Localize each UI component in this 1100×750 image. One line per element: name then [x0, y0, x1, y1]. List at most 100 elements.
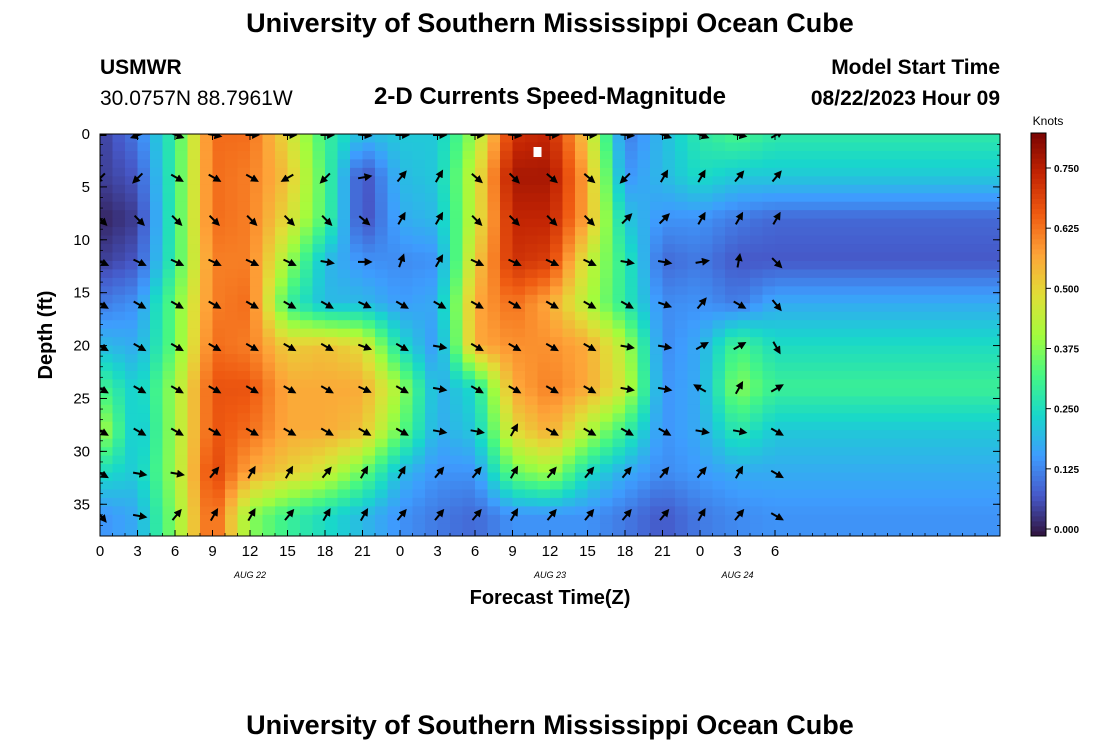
heatmap-cell — [562, 311, 576, 321]
heatmap-cell — [925, 370, 939, 381]
heatmap-cell — [425, 142, 439, 152]
heatmap-cell — [975, 269, 989, 279]
heatmap-cell — [737, 354, 751, 364]
heatmap-cell — [400, 464, 414, 474]
heatmap-cell — [887, 227, 901, 237]
heatmap-cell — [175, 277, 189, 287]
heatmap-cell — [537, 489, 551, 499]
heatmap-cell — [625, 362, 639, 372]
heatmap-cell — [612, 328, 626, 338]
heatmap-cell — [187, 150, 201, 160]
heatmap-cell — [212, 396, 226, 406]
heatmap-cell — [425, 328, 439, 338]
heatmap-cell — [162, 438, 176, 448]
heatmap-cell — [575, 184, 589, 194]
heatmap-cell — [850, 235, 864, 245]
heatmap-cell — [162, 286, 176, 296]
heatmap-cell — [987, 277, 1000, 287]
heatmap-cell — [587, 167, 601, 177]
heatmap-cell — [925, 379, 939, 389]
heatmap-cell — [875, 218, 889, 228]
heatmap-cell — [687, 303, 701, 313]
heatmap-cell — [262, 294, 276, 304]
colorbar-swatch — [1031, 430, 1046, 436]
heatmap-cell — [200, 311, 214, 321]
heatmap-cell — [937, 472, 951, 482]
heatmap-cell — [550, 193, 564, 203]
heatmap-cell — [375, 227, 389, 237]
heatmap-cell — [937, 150, 951, 160]
heatmap-cell — [687, 210, 701, 220]
heatmap-cell — [900, 277, 914, 287]
heatmap-cell — [587, 523, 601, 533]
heatmap-cell — [175, 379, 189, 389]
heatmap-cell — [787, 218, 801, 228]
heatmap-cell — [675, 531, 689, 536]
heatmap-cell — [112, 531, 126, 536]
heatmap-cell — [100, 337, 114, 347]
heatmap-cell — [762, 387, 776, 397]
heatmap-cell — [712, 531, 726, 536]
colorbar-swatch — [1031, 510, 1046, 517]
heatmap-cell — [312, 311, 326, 321]
heatmap-cell — [350, 379, 364, 389]
heatmap-cell — [337, 438, 351, 448]
heatmap-cell — [387, 362, 401, 372]
heatmap-cell — [937, 489, 951, 499]
heatmap-cell — [925, 210, 939, 220]
heatmap-cell — [300, 489, 314, 499]
heatmap-cell — [350, 201, 364, 211]
colorbar-swatch — [1031, 445, 1046, 451]
x-tick-label: 0 — [96, 543, 104, 560]
heatmap-cell — [100, 150, 114, 160]
heatmap-cell — [425, 252, 439, 262]
heatmap-cell — [225, 134, 239, 144]
heatmap-cell — [250, 210, 264, 220]
heatmap-cell — [337, 142, 351, 152]
heatmap-cell — [475, 269, 489, 279]
heatmap-cell — [462, 447, 476, 457]
heatmap-cell — [650, 150, 664, 160]
heatmap-cell — [575, 159, 589, 169]
heatmap-cell — [825, 438, 839, 448]
heatmap-cell — [350, 260, 364, 271]
heatmap-cell — [137, 404, 151, 414]
heatmap-cell — [662, 421, 676, 431]
heatmap-cell — [450, 337, 464, 347]
heatmap-cell — [637, 269, 651, 279]
heatmap-cell — [750, 396, 764, 406]
heatmap-cell — [812, 167, 826, 177]
heatmap-cell — [262, 354, 276, 364]
heatmap-cell — [125, 404, 139, 414]
heatmap-cell — [562, 193, 576, 203]
heatmap-cell — [600, 379, 614, 389]
heatmap-cell — [762, 438, 776, 448]
heatmap-cell — [100, 210, 114, 220]
heatmap-cell — [212, 438, 226, 448]
heatmap-cell — [462, 294, 476, 304]
heatmap-cell — [350, 277, 364, 287]
heatmap-cell — [275, 320, 289, 330]
heatmap-cell — [750, 387, 764, 397]
heatmap-cell — [562, 455, 576, 465]
heatmap-cell — [762, 328, 776, 338]
heatmap-cell — [575, 294, 589, 304]
heatmap-cell — [700, 379, 714, 389]
heatmap-cell — [512, 379, 526, 389]
heatmap-cell — [300, 362, 314, 372]
heatmap-cell — [137, 159, 151, 169]
heatmap-cell — [312, 235, 326, 245]
heatmap-cell — [400, 227, 414, 237]
heatmap-cell — [937, 193, 951, 203]
heatmap-cell — [712, 244, 726, 254]
heatmap-cell — [512, 210, 526, 220]
heatmap-cell — [337, 134, 351, 144]
heatmap-cell — [837, 294, 851, 304]
current-vector — [545, 427, 559, 436]
heatmap-cell — [562, 430, 576, 440]
heatmap-cell — [275, 480, 289, 491]
heatmap-cell — [187, 303, 201, 313]
heatmap-cell — [462, 354, 476, 364]
heatmap-cell — [750, 294, 764, 304]
heatmap-cell — [237, 464, 251, 474]
